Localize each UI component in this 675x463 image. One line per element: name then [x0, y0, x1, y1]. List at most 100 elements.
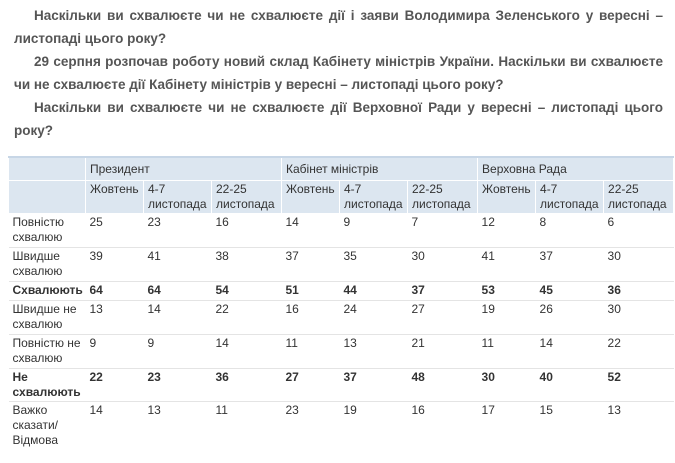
row-label: Повністю схвалюю — [8, 213, 86, 248]
cell-value: 9 — [339, 213, 408, 248]
column-header: Жовтень — [85, 180, 144, 214]
cell-value: 22 — [85, 368, 144, 402]
cell-value: 27 — [407, 300, 478, 335]
cell-value: 53 — [477, 281, 536, 301]
column-header: 4-7 листопада — [339, 180, 408, 214]
table-row: Не схвалюють 22 23 36 27 37 48 30 40 52 — [8, 368, 674, 402]
column-header: Жовтень — [281, 180, 340, 214]
column-header: 4-7 листопада — [535, 180, 605, 214]
column-header-row: Жовтень 4-7 листопада 22-25 листопада Жовте… — [8, 180, 675, 214]
cell-value: 51 — [281, 281, 340, 301]
cell-value: 27 — [281, 368, 340, 402]
cell-value: 9 — [85, 334, 144, 369]
cell-value: 8 — [535, 213, 604, 248]
corner — [8, 180, 86, 214]
cell-value: 24 — [339, 300, 408, 335]
table-row: Повністю схвалюю 25 23 16 14 9 7 12 8 6 — [8, 213, 674, 248]
row-label: Не схвалюють — [8, 368, 86, 402]
cell-value: 16 — [411, 403, 425, 417]
cell-value: 64 — [85, 281, 144, 301]
cell-value: 64 — [143, 281, 212, 301]
cell-value: 37 — [407, 281, 478, 301]
column-header: Жовтень — [477, 180, 537, 214]
corner — [8, 156, 86, 181]
cell-value: 7 — [407, 213, 478, 248]
cell-value: 30 — [407, 247, 478, 282]
row-label: Повністю не схвалюю — [8, 334, 86, 369]
cell-value: 37 — [535, 247, 604, 282]
cell-value: 12 — [477, 213, 536, 248]
cell-value: 9 — [143, 334, 212, 369]
cell-value: 37 — [281, 247, 340, 282]
cell-value: 45 — [535, 281, 604, 301]
cell-value: 39 — [85, 247, 144, 282]
group-header-row: Президент Кабінет міністрів Верховна Рада — [8, 156, 675, 181]
cell-value: 30 — [603, 300, 674, 335]
row-label: Швидше схвалюю — [8, 247, 86, 282]
cell-value: 36 — [211, 368, 282, 402]
group-header: Кабінет міністрів — [280, 156, 479, 181]
cell-value: 6 — [603, 213, 674, 248]
cell-value: 37 — [339, 368, 408, 402]
cell-value: 36 — [603, 281, 674, 301]
cell-value: 21 — [407, 334, 478, 369]
cell-value: 26 — [535, 300, 604, 335]
row-label: Швидше не схвалюю — [8, 300, 86, 335]
cell-value: 38 — [211, 247, 282, 282]
cell-value: 14 — [211, 334, 282, 369]
cell-value: 11 — [477, 334, 536, 369]
group-header: Верховна Рада — [477, 156, 675, 181]
cell-value: 16 — [281, 300, 340, 335]
cell-value: 23 — [143, 213, 212, 248]
question: Наскільки ви схвалюєте чи не схвалюєте д… — [14, 8, 663, 46]
table-row: Швидше схвалюю 39 41 38 37 35 30 41 37 30 — [8, 247, 674, 282]
cell-value: 11 — [215, 403, 228, 417]
column-header: 22-25 листопада — [406, 180, 479, 214]
table-body: Повністю схвалюю 25 23 16 14 9 7 12 8 6 Швидше схв… — [8, 213, 674, 450]
row-label: Схвалюють — [8, 281, 86, 301]
table-row: Повністю не схвалюю 9 9 14 11 13 21 11 14 22 — [8, 334, 674, 369]
cell-value: 14 — [535, 334, 604, 369]
table-row: Важко сказати/ Відмова 14 13 11 23 19 16 17 15 13 — [9, 402, 674, 450]
table-row: Схвалюють 64 64 54 51 44 37 53 45 36 — [8, 281, 674, 301]
cell-value: 19 — [477, 300, 536, 335]
cell-value: 11 — [281, 334, 340, 369]
table-row: Швидше не схвалюю 13 14 22 16 24 27 19 26 30 — [8, 300, 674, 335]
cell-value: 44 — [339, 281, 408, 301]
cell-value: 35 — [339, 247, 408, 282]
cell-value: 15 — [539, 403, 553, 417]
column-header: 22-25 листопада — [603, 180, 675, 214]
cell-value: 19 — [343, 403, 357, 417]
cell-value: 13 — [147, 403, 161, 417]
column-header: 4-7 листопада — [143, 180, 212, 214]
cell-value: 40 — [535, 368, 604, 402]
cell-value: 23 — [285, 403, 299, 417]
cell-value: 23 — [143, 368, 212, 402]
cell-value: 30 — [603, 247, 674, 282]
cell-value: 14 — [89, 403, 103, 417]
cell-value: 54 — [211, 281, 282, 301]
cell-value: 22 — [211, 300, 282, 335]
cell-value: 14 — [143, 300, 212, 335]
cell-value: 14 — [281, 213, 340, 248]
cell-value: 41 — [477, 247, 536, 282]
group-header: Президент — [85, 156, 282, 181]
cell-value: 13 — [339, 334, 408, 369]
question: 29 серпня розпочав роботу новий склад Ка… — [14, 54, 663, 92]
cell-value: 17 — [481, 403, 495, 417]
cell-value: 13 — [85, 300, 144, 335]
cell-value: 25 — [85, 213, 144, 248]
question: Наскільки ви схвалюєте чи не схвалюєте д… — [14, 100, 663, 138]
cell-value: 52 — [603, 368, 674, 402]
cell-value: 41 — [143, 247, 212, 282]
cell-value: 16 — [211, 213, 282, 248]
questions: Наскільки ви схвалюєте чи не схвалюєте д… — [0, 0, 675, 154]
column-header: 22-25 листопада — [211, 180, 282, 214]
cell-value: 48 — [407, 368, 478, 402]
cell-value: 30 — [477, 368, 536, 402]
cell-value: 22 — [603, 334, 674, 369]
row-label: Важко сказати/ Відмова — [12, 403, 59, 447]
results-table: Президент Кабінет міністрів Верховна Рада … — [8, 156, 675, 450]
cell-value: 13 — [607, 403, 621, 417]
